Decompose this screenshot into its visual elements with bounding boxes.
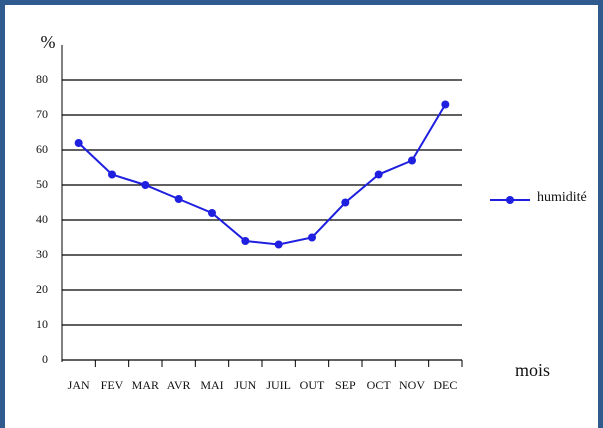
x-tick-label: FEV (101, 378, 124, 392)
data-point (441, 100, 450, 109)
data-point (208, 209, 216, 217)
data-point (174, 195, 183, 203)
y-tick-label: 60 (36, 142, 48, 156)
data-point (74, 139, 83, 147)
y-tick-label: 20 (36, 282, 48, 296)
legend-label: humidité (537, 190, 587, 205)
y-tick-label: 10 (36, 317, 48, 331)
x-tick-label: JUIL (266, 378, 291, 392)
y-axis-title: % (41, 32, 56, 52)
x-tick-label: JAN (68, 378, 90, 392)
x-tick-label: MAI (200, 378, 223, 392)
y-tick-label: 50 (36, 177, 48, 191)
data-point (408, 156, 416, 165)
x-tick-label: DEC (433, 378, 457, 392)
legend-marker (506, 196, 514, 204)
x-axis-title: mois (515, 360, 550, 380)
y-tick-label: 30 (36, 247, 48, 261)
x-tick-label: NOV (399, 378, 425, 392)
y-tick-label: 0 (42, 352, 48, 366)
data-point (241, 237, 250, 245)
data-point (274, 240, 283, 249)
x-tick-label: SEP (335, 378, 356, 392)
x-tick-label: JUN (234, 378, 256, 392)
y-tick-label: 70 (36, 107, 48, 121)
x-tick-label: AVR (167, 378, 191, 392)
data-point (341, 198, 350, 207)
data-point (141, 181, 150, 189)
data-point (108, 170, 116, 179)
x-tick-label: OCT (367, 378, 392, 392)
y-tick-label: 40 (36, 212, 48, 226)
y-tick-label: 80 (36, 72, 48, 86)
x-tick-label: MAR (132, 378, 159, 392)
data-point (308, 233, 316, 242)
x-tick-label: OUT (300, 378, 325, 392)
data-line (77, 103, 447, 246)
data-point (374, 170, 383, 179)
